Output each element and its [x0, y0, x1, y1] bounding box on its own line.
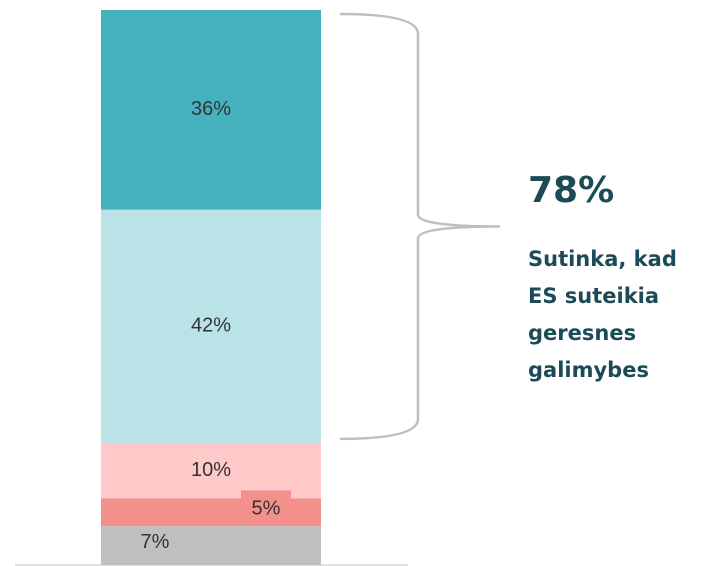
- annotation-value: 78%: [528, 170, 614, 211]
- data-label: 42%: [191, 315, 231, 337]
- bar-segment: [101, 526, 321, 565]
- bar-segment: [101, 10, 321, 210]
- annotation-text: ES suteikia: [528, 284, 659, 308]
- label-bg: [241, 490, 291, 527]
- annotation-text: Sutinka, kad: [528, 247, 677, 271]
- data-label: 7%: [141, 531, 170, 553]
- annotation-text: galimybes: [528, 358, 649, 382]
- data-label: 10%: [191, 459, 231, 481]
- brace: [339, 12, 501, 441]
- data-label: 5%: [252, 498, 281, 520]
- bar-segment: [101, 442, 321, 499]
- bar-segment: [101, 209, 321, 443]
- data-label: 36%: [191, 98, 231, 120]
- annotation-text: geresnes: [528, 321, 636, 345]
